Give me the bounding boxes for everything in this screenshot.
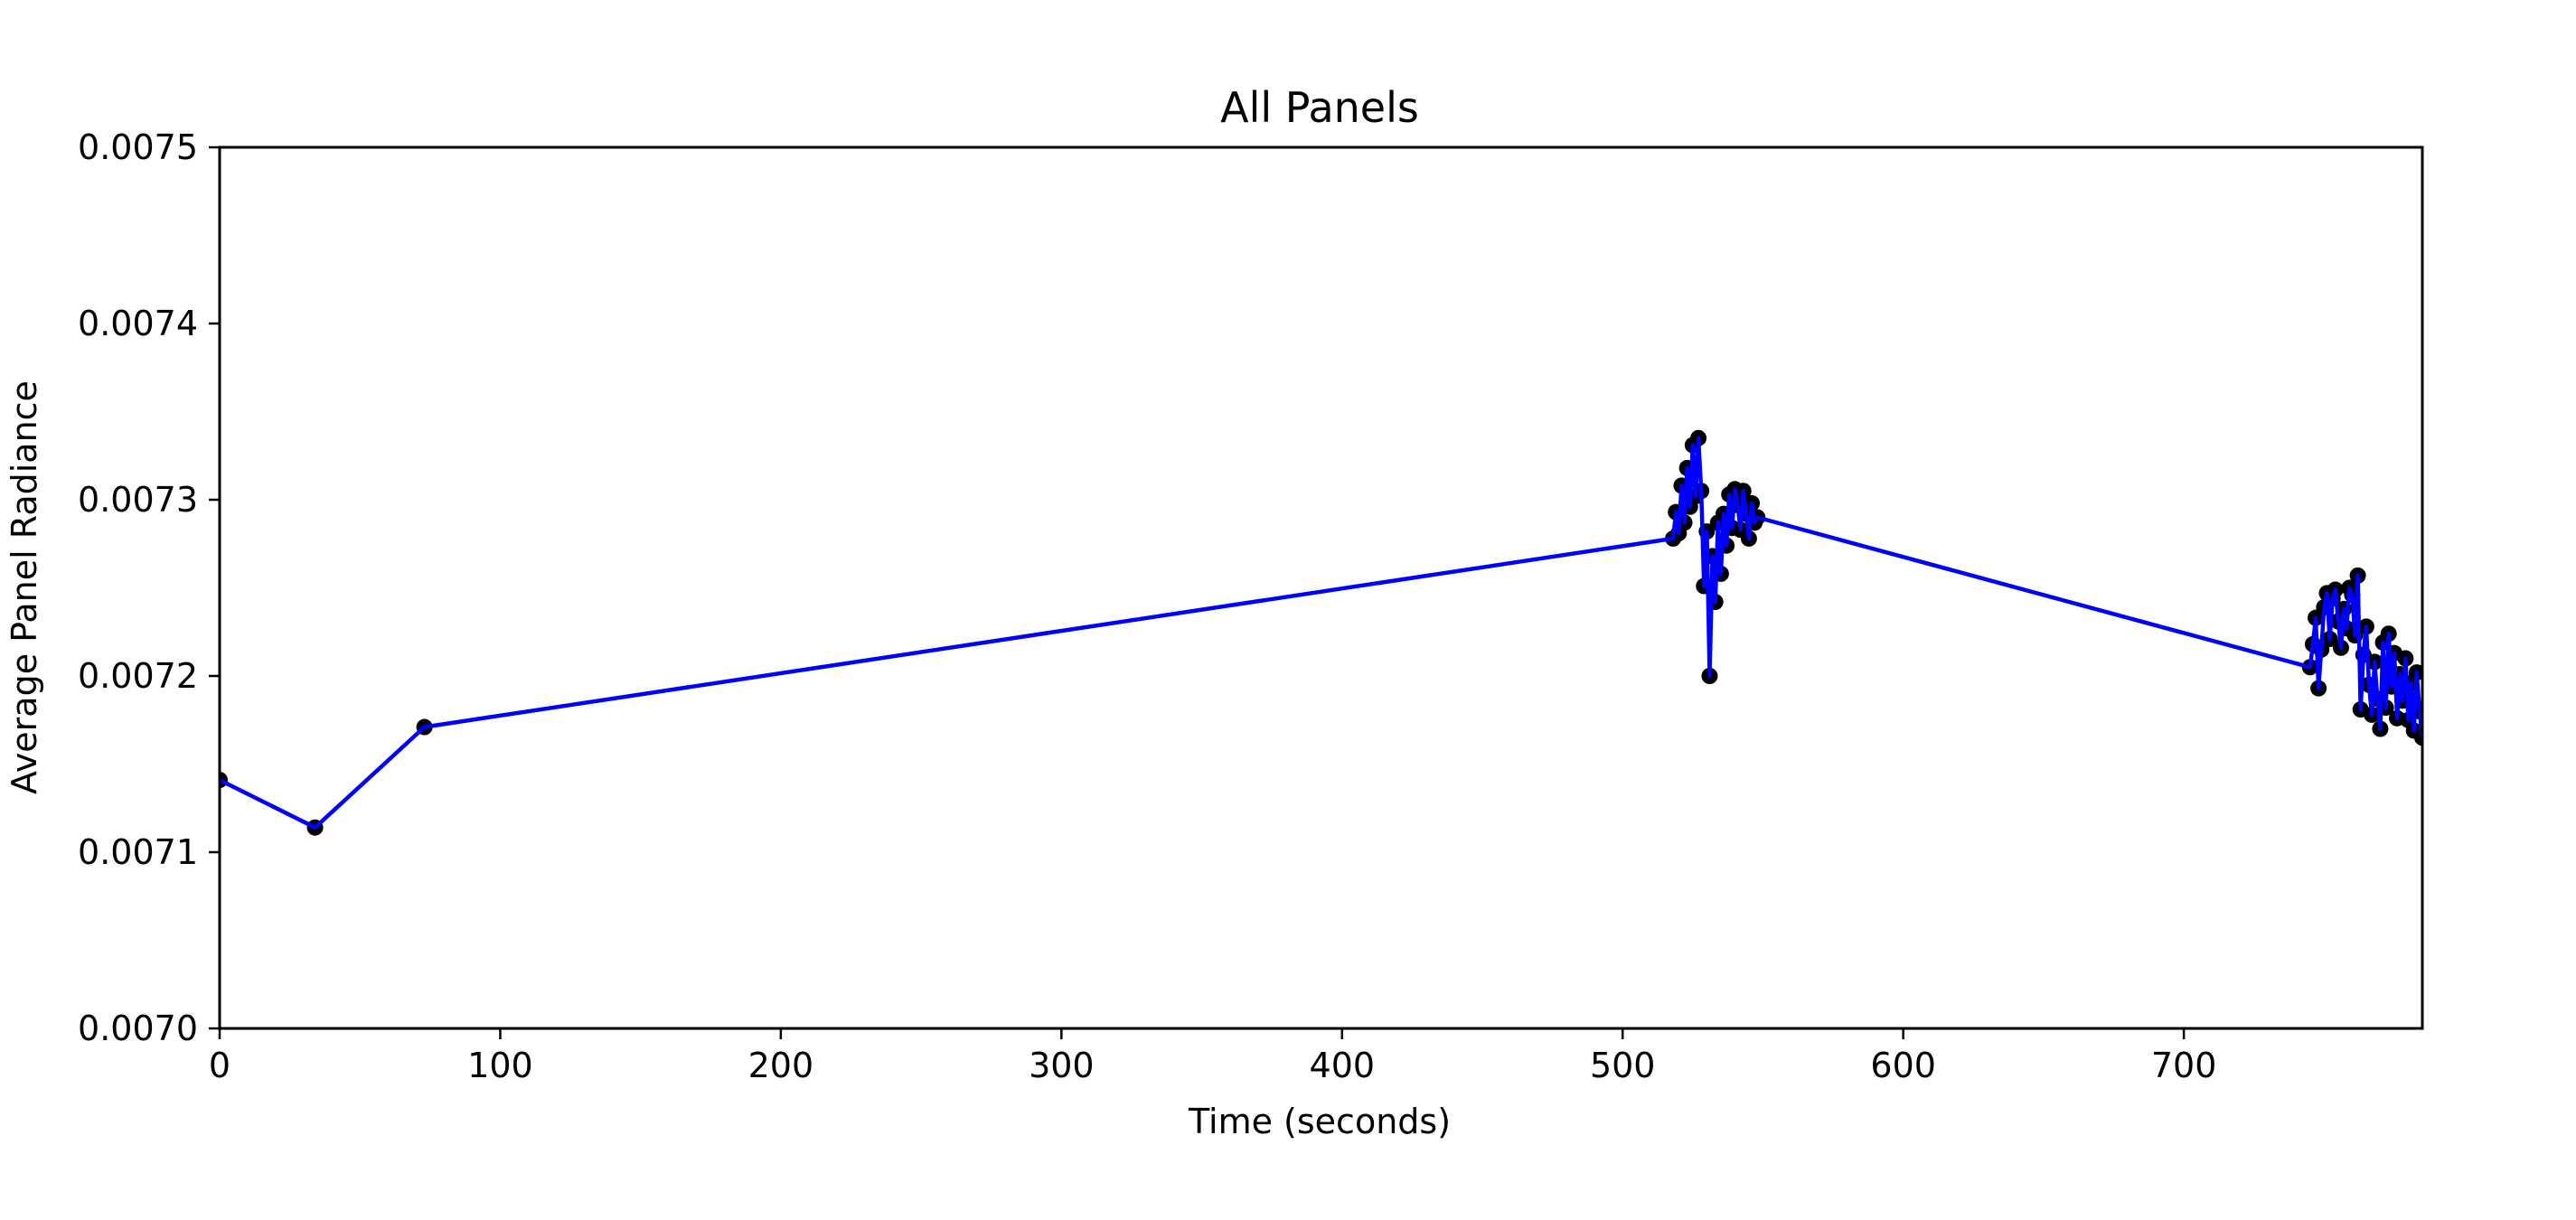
y-tick-label: 0.0071 <box>78 832 198 872</box>
x-tick-label: 300 <box>1029 1046 1095 1085</box>
x-tick-label: 500 <box>1590 1046 1656 1085</box>
plot-frame <box>218 145 2424 1030</box>
x-tick-label: 100 <box>467 1046 533 1085</box>
series-line <box>220 436 2422 830</box>
series-layer <box>220 429 2422 836</box>
chart-title: All Panels <box>1220 83 1419 132</box>
x-tick-label: 0 <box>209 1046 230 1085</box>
plot-area <box>220 429 2422 836</box>
y-tick-label: 0.0070 <box>78 1009 198 1048</box>
x-axis: 0 100 200 300 400 500 600 700 <box>209 1028 2216 1085</box>
x-tick-label: 700 <box>2151 1046 2217 1085</box>
y-tick-label: 0.0073 <box>78 480 198 520</box>
y-tick-label: 0.0072 <box>78 656 198 696</box>
x-axis-label: Time (seconds) <box>1188 1102 1451 1141</box>
y-tick-label: 0.0074 <box>78 304 198 343</box>
y-tick-label: 0.0075 <box>78 127 198 167</box>
y-axis: 0.0070 0.0071 0.0072 0.0073 0.0074 0.0075 <box>78 127 220 1048</box>
x-tick-label: 200 <box>748 1046 814 1085</box>
y-axis-label: Average Panel Radiance <box>5 380 44 794</box>
x-tick-label: 400 <box>1310 1046 1376 1085</box>
x-tick-label: 600 <box>1870 1046 1936 1085</box>
